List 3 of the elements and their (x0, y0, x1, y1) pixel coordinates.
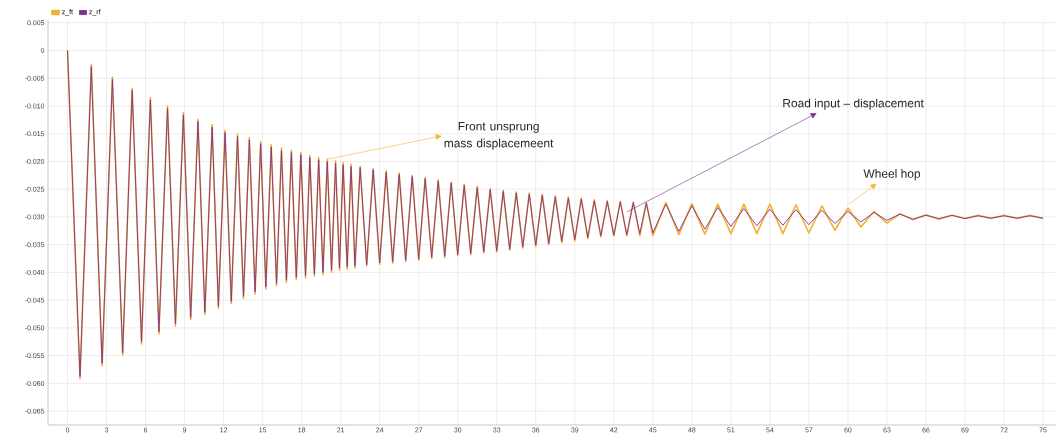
annotation: Wheel hop (863, 169, 921, 181)
annotation: Front unsprung mass displacemeent (444, 122, 554, 150)
annotation: Road input – displacement (783, 98, 924, 110)
